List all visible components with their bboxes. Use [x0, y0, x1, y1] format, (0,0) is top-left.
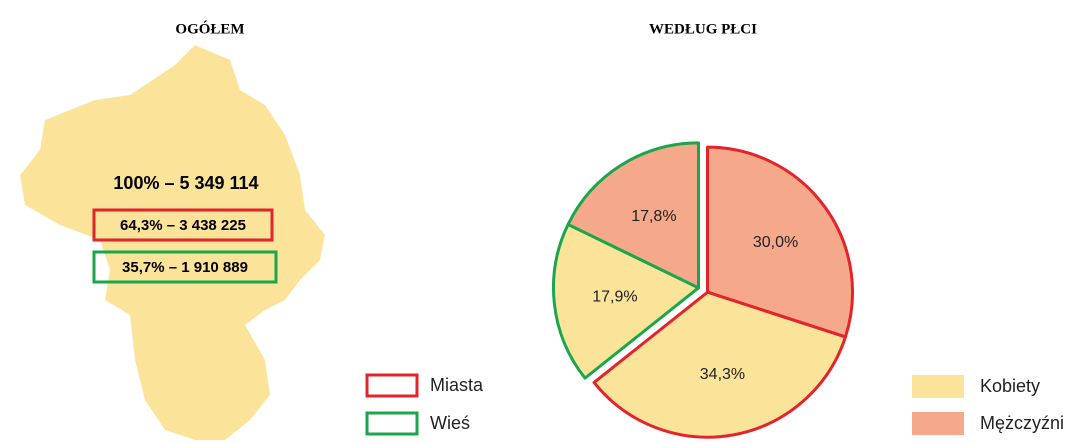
legend-swatch — [912, 375, 964, 398]
rural-box — [92, 250, 278, 284]
pie-slice — [552, 222, 700, 380]
pie: 30,0% 34,3% 17,9% 17,8% — [552, 141, 854, 439]
legend-label: Mężczyźni — [980, 413, 1064, 433]
total-label: 100% – 5 349 114 — [113, 173, 258, 193]
legend: Miasta Wieś Kobiety Mężczyźni — [365, 373, 1064, 436]
chart-title: WEDŁUG PŁCI — [649, 21, 757, 37]
rural-label: 35,7% – 1 910 889 — [122, 259, 248, 276]
urban-label: 64,3% – 3 438 225 — [120, 217, 246, 234]
value-label: 30,0% — [753, 234, 798, 251]
region-map — [20, 45, 325, 440]
legend-swatch — [365, 411, 419, 436]
legend-label: Wieś — [430, 413, 470, 433]
urban-box — [92, 208, 274, 242]
value-label: 34,3% — [700, 366, 745, 383]
pie-slice — [566, 141, 700, 290]
legend-swatch — [365, 373, 419, 398]
map-title: OGÓŁEM — [175, 20, 244, 37]
legend-swatch — [912, 412, 964, 435]
legend-label: Miasta — [430, 375, 484, 395]
legend-label: Kobiety — [980, 376, 1040, 396]
pie-slice — [706, 145, 854, 339]
value-label: 17,8% — [631, 208, 676, 225]
pie-slice — [592, 290, 847, 439]
value-label: 17,9% — [592, 288, 637, 305]
